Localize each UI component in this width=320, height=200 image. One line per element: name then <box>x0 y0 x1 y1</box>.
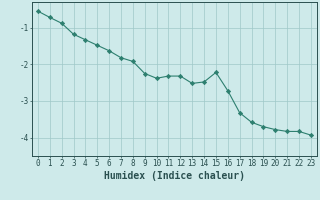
X-axis label: Humidex (Indice chaleur): Humidex (Indice chaleur) <box>104 171 245 181</box>
